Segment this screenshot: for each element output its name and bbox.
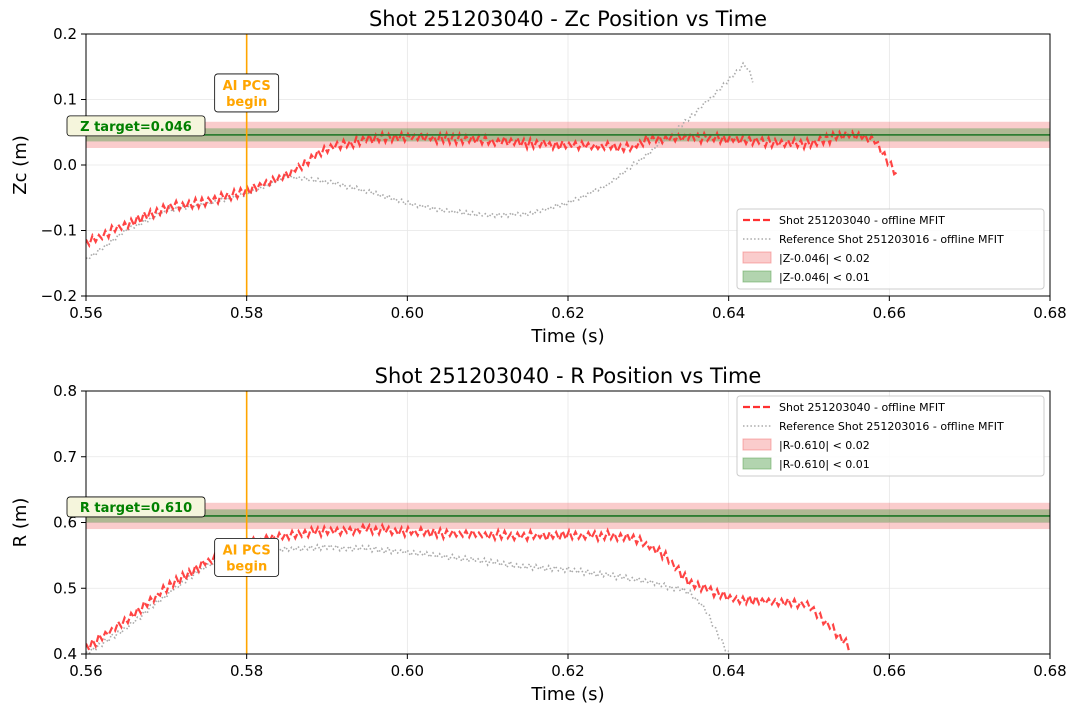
x-tick-label: 0.62	[551, 304, 584, 322]
series-reference-line	[86, 543, 729, 654]
y-tick-label: 0.5	[53, 579, 77, 597]
legend-swatch-band-narrow	[742, 457, 772, 470]
ai-pcs-label-line1: AI PCS	[223, 543, 271, 558]
x-tick-label: 0.56	[69, 304, 102, 322]
x-tick-label: 0.56	[69, 662, 102, 680]
y-tick-label: 0.8	[53, 382, 77, 400]
series-reference-line	[86, 61, 754, 261]
x-tick-label: 0.66	[873, 662, 906, 680]
legend-label: Shot 251203040 - offline MFIT	[779, 401, 945, 414]
chart-title: Shot 251203040 - Zc Position vs Time	[369, 7, 767, 31]
x-tick-label: 0.64	[712, 662, 745, 680]
y-tick-label: 0.6	[53, 514, 77, 532]
legend-label: Reference Shot 251203016 - offline MFIT	[779, 233, 1004, 246]
legend: Shot 251203040 - offline MFIT Reference S…	[736, 208, 1045, 290]
y-tick-label: 0.1	[53, 91, 77, 109]
target-label-text: R target=0.610	[80, 501, 192, 516]
target-label: R target=0.610	[66, 496, 206, 518]
series-shot-line	[86, 128, 898, 249]
ai-pcs-label-line2: begin	[226, 559, 267, 574]
legend-label: |R-0.610| < 0.02	[779, 439, 870, 452]
target-label-box	[66, 115, 206, 137]
legend: Shot 251203040 - offline MFIT Reference S…	[736, 395, 1045, 477]
y-tick-label: 0.0	[53, 156, 77, 174]
x-axis-label: Time (s)	[530, 684, 604, 705]
legend-swatch-band-wide	[742, 438, 772, 451]
y-tick-label: −0.2	[41, 287, 77, 305]
y-tick-label: 0.4	[53, 645, 77, 663]
x-tick-label: 0.58	[230, 662, 263, 680]
legend-label: Reference Shot 251203016 - offline MFIT	[779, 420, 1004, 433]
legend-label: Shot 251203040 - offline MFIT	[779, 214, 945, 227]
ai-pcs-label-line1: AI PCS	[223, 79, 271, 94]
x-tick-label: 0.58	[230, 304, 263, 322]
r-chart: 0.56 0.58 0.60 0.62 0.64 0.66 0.68 0.4 0.5 0.6 0.7…	[10, 364, 1067, 705]
y-axis-label: Zc (m)	[10, 135, 31, 195]
x-tick-label: 0.68	[1033, 304, 1066, 322]
series-shot-line	[86, 522, 851, 653]
legend-box	[736, 395, 1045, 477]
legend-swatch-band-wide	[742, 251, 772, 264]
legend-label: |Z-0.046| < 0.02	[779, 252, 870, 265]
legend-label: |Z-0.046| < 0.01	[779, 271, 870, 284]
y-tick-label: −0.1	[41, 222, 77, 240]
zc-chart: 0.56 0.58 0.60 0.62 0.64 0.66 0.68 −0.2 −0.1 0.0 0…	[10, 7, 1067, 347]
legend-label: |R-0.610| < 0.01	[779, 458, 870, 471]
x-tick-label: 0.64	[712, 304, 745, 322]
target-label-box	[66, 496, 206, 518]
ai-pcs-label-box	[214, 537, 280, 577]
target-label: Z target=0.046	[66, 115, 206, 137]
x-axis-label: Time (s)	[530, 326, 604, 347]
x-tick-label: 0.68	[1033, 662, 1066, 680]
x-tick-label: 0.62	[551, 662, 584, 680]
ai-pcs-label-box	[214, 73, 280, 113]
y-tick-label: 0.7	[53, 448, 77, 466]
legend-box	[736, 208, 1045, 290]
ai-pcs-label-line2: begin	[226, 95, 267, 110]
x-tick-label: 0.60	[391, 304, 424, 322]
x-tick-label: 0.66	[873, 304, 906, 322]
chart-title: Shot 251203040 - R Position vs Time	[375, 364, 762, 388]
x-tick-label: 0.60	[391, 662, 424, 680]
target-label-text: Z target=0.046	[80, 120, 192, 135]
legend-swatch-band-narrow	[742, 270, 772, 283]
y-axis-label: R (m)	[10, 498, 31, 548]
plot-area	[86, 522, 851, 654]
plot-area	[86, 61, 898, 261]
y-tick-label: 0.2	[53, 25, 77, 43]
